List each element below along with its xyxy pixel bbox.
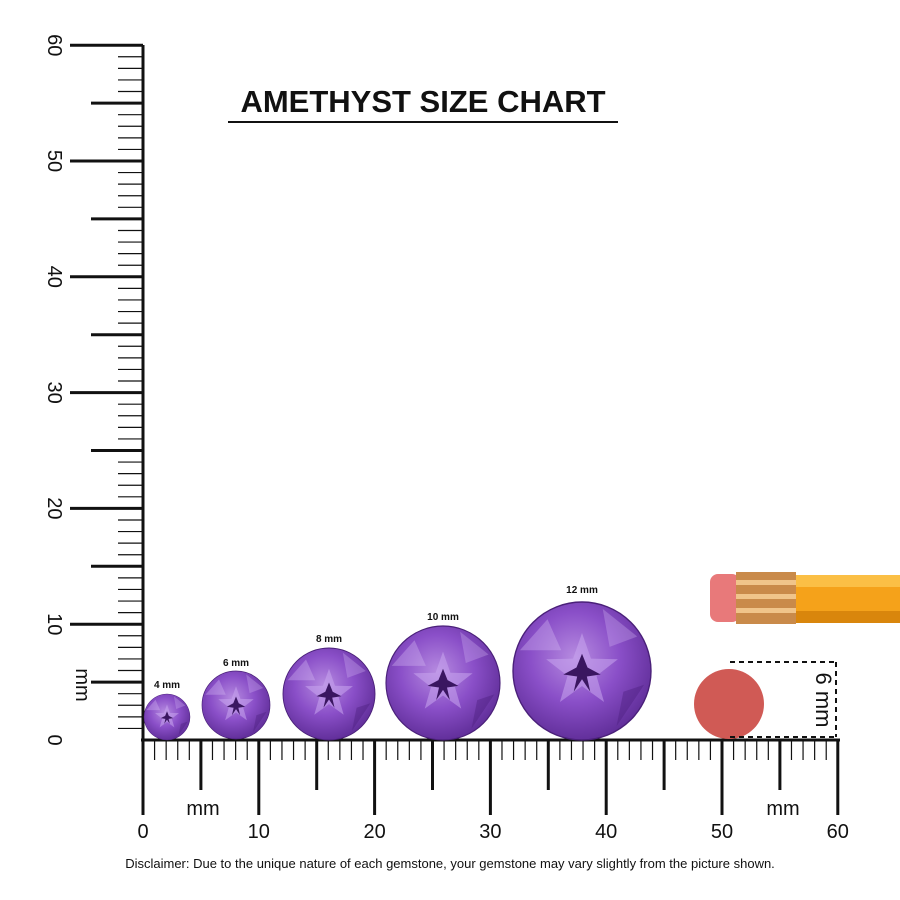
tick-label: 60 [827,821,849,843]
horizontal-unit: mm [186,798,219,820]
tick-label: 30 [479,821,501,843]
pencil [710,572,900,624]
tick-label: 0 [43,734,65,745]
gem [283,648,375,740]
gem [202,671,270,739]
gem [386,626,500,740]
tick-label: 30 [43,381,65,403]
eraser-end [694,669,764,739]
horizontal-unit: mm [766,798,799,820]
gem-label: 6 mm [223,658,249,669]
tick-label: 20 [43,497,65,519]
tick-label: 60 [43,34,65,56]
eraser-dimension [730,661,837,738]
tick-label: 10 [248,821,270,843]
gem-label: 8 mm [316,634,342,645]
tick-label: 40 [595,821,617,843]
tick-label: 50 [43,150,65,172]
ruler-ticks [70,43,840,815]
tick-label: 10 [43,613,65,635]
gem [144,694,190,740]
disclaimer: Disclaimer: Due to the unique nature of … [125,856,775,871]
eraser-label: 6 mm [811,673,836,728]
gem-label: 10 mm [427,612,459,623]
title: AMETHYST SIZE CHART [240,84,605,119]
gem [513,602,651,740]
tick-label: 40 [43,266,65,288]
gem-label: 4 mm [154,680,180,691]
tick-label: 20 [363,821,385,843]
vertical-unit: mm [71,668,93,701]
gem-label: 12 mm [566,585,598,596]
tick-label: 0 [137,821,148,843]
tick-label: 50 [711,821,733,843]
